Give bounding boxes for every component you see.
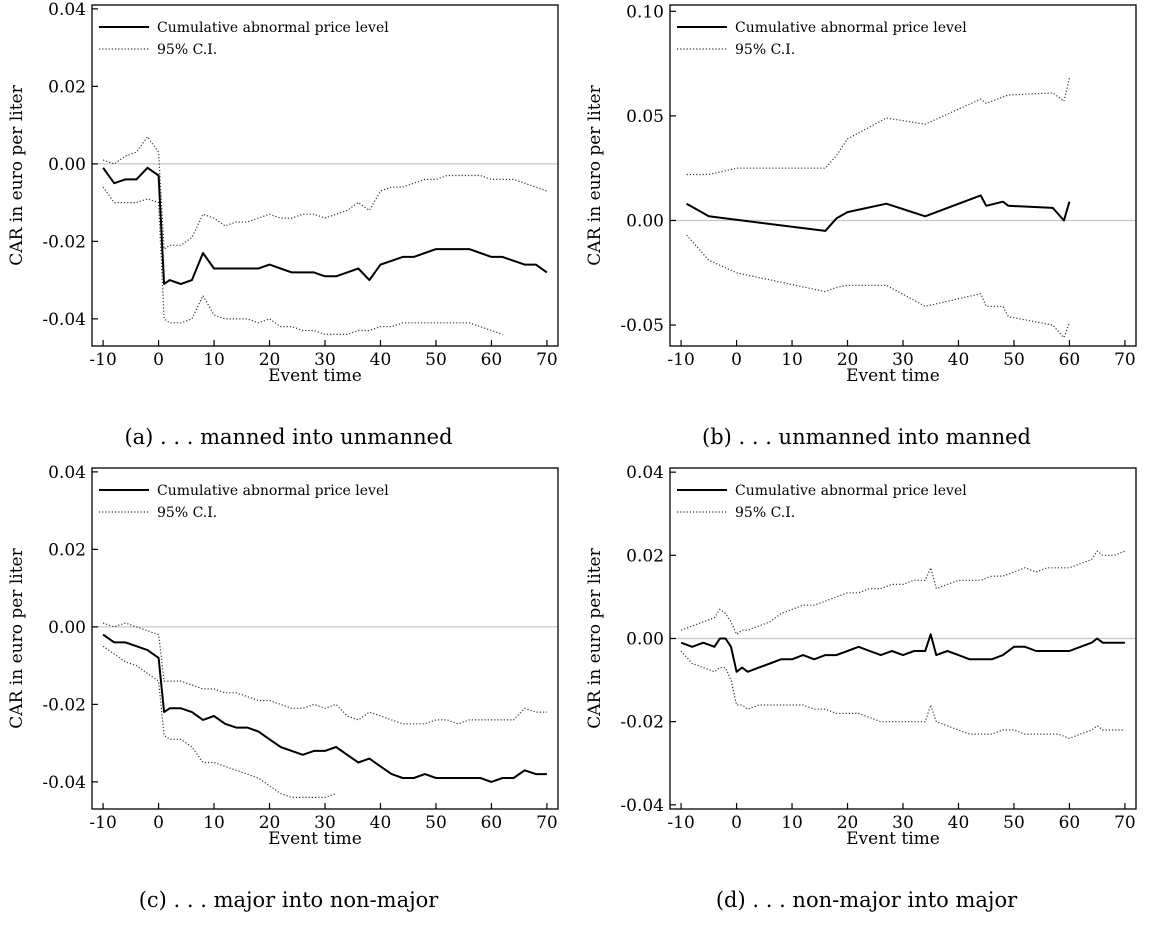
x-tick-label-d-3: 20 [837,813,859,833]
y-tick-label-a-3: 0.02 [48,77,86,97]
chart-caption-a: (a) . . . manned into unmanned [124,425,453,449]
y-tick-label-b-3: 0.10 [626,2,664,22]
y-tick-label-c-3: 0.02 [48,540,86,560]
x-tick-label-b-7: 60 [1059,350,1081,370]
ci-line-d-2 [680,650,1125,739]
ci-line-d-1 [680,550,1126,636]
chart-panel-b: -0.05 0.00 0.05 0.10 -10 0 10 20 30 40 50 60 70 Event… [578,0,1155,463]
chart-caption-b: (b) . . . unmanned into manned [702,425,1031,449]
ci-line-b-2 [686,234,1070,339]
car-line-c [102,633,547,783]
car-line-d [680,633,1125,673]
x-tick-label-b-8: 70 [1114,350,1136,370]
x-axis-label-c: Event time [268,829,362,849]
y-tick-label-a-0: -0.04 [42,310,86,330]
y-tick-label-d-3: 0.02 [626,546,664,566]
x-tick-label-d-1: 0 [731,813,742,833]
x-tick-label-d-7: 60 [1059,813,1081,833]
legend-label-ci-c: 95% C.I. [157,505,217,521]
x-tick-label-c-8: 70 [536,813,558,833]
y-tick-label-c-1: -0.02 [42,695,86,715]
legend-label-car-c: Cumulative abnormal price level [157,483,389,499]
x-tick-label-b-3: 20 [837,350,859,370]
chart-b-svg: -0.05 0.00 0.05 0.10 -10 0 10 20 30 40 50 60 70 Event… [585,2,1137,386]
x-tick-label-c-3: 20 [259,813,281,833]
car-line-b [686,194,1071,232]
chart-panel-c: -0.04 -0.02 0.00 0.02 0.04 -10 0 10 20 30 40 50 60 70… [0,463,577,926]
x-tick-label-c-2: 10 [203,813,225,833]
x-tick-label-c-4: 30 [314,813,336,833]
x-tick-label-d-5: 40 [948,813,970,833]
car-line-a [102,166,548,285]
x-tick-label-c-5: 40 [370,813,392,833]
legend-label-ci-d: 95% C.I. [735,505,795,521]
y-tick-label-d-0: -0.04 [620,796,664,816]
x-axis-label-d: Event time [846,829,940,849]
y-tick-label-c-0: -0.04 [42,773,86,793]
y-tick-label-b-0: -0.05 [620,316,664,336]
ci-line-c-2 [102,645,337,798]
x-tick-label-c-1: 0 [153,813,164,833]
legend-label-car-a: Cumulative abnormal price level [157,20,389,36]
x-axis-label-b: Event time [846,366,940,386]
x-tick-label-a-2: 10 [203,350,225,370]
x-tick-label-c-0: -10 [89,813,116,833]
x-tick-label-b-5: 40 [948,350,970,370]
ci-line-a-2 [102,186,503,335]
x-tick-label-a-3: 20 [259,350,281,370]
chart-panel-d: -0.04 -0.02 0.00 0.02 0.04 -10 0 10 20 30 40 50 60 70… [578,463,1155,926]
x-tick-label-a-5: 40 [370,350,392,370]
y-tick-label-d-2: 0.00 [626,630,664,650]
x-axis-label-a: Event time [268,366,362,386]
y-tick-label-a-4: 0.04 [48,0,86,20]
x-tick-label-a-7: 60 [481,350,503,370]
x-tick-label-b-2: 10 [781,350,803,370]
x-tick-label-c-7: 60 [481,813,503,833]
x-tick-label-c-6: 50 [425,813,447,833]
x-tick-label-d-4: 30 [892,813,914,833]
y-tick-label-c-4: 0.04 [48,463,86,483]
x-tick-label-b-0: -10 [667,350,694,370]
x-tick-label-b-6: 50 [1003,350,1025,370]
chart-a-svg: -0.04 -0.02 0.00 0.02 0.04 -10 0 10 20 30 40 50 60 70… [7,0,559,386]
legend-label-car-d: Cumulative abnormal price level [735,483,967,499]
y-tick-label-a-1: -0.02 [42,232,86,252]
y-axis-label-d: CAR in euro per liter [585,547,605,728]
y-tick-label-b-2: 0.05 [626,107,664,127]
x-tick-label-d-2: 10 [781,813,803,833]
x-tick-label-b-4: 30 [892,350,914,370]
x-tick-label-a-6: 50 [425,350,447,370]
x-tick-label-b-1: 0 [731,350,742,370]
ci-line-b-1 [686,78,1070,176]
legend-label-car-b: Cumulative abnormal price level [735,20,967,36]
y-tick-label-d-4: 0.04 [626,463,664,483]
y-axis-label-b: CAR in euro per liter [585,84,605,265]
chart-c-svg: -0.04 -0.02 0.00 0.02 0.04 -10 0 10 20 30 40 50 60 70… [7,463,559,849]
x-tick-label-a-1: 0 [153,350,164,370]
x-tick-label-d-0: -10 [667,813,694,833]
legend-label-ci-a: 95% C.I. [157,42,217,58]
x-tick-label-d-6: 50 [1003,813,1025,833]
y-axis-label-a: CAR in euro per liter [7,84,27,265]
chart-caption-c: (c) . . . major into non-major [138,888,439,912]
y-tick-label-c-2: 0.00 [48,618,86,638]
legend-label-ci-b: 95% C.I. [735,42,795,58]
x-tick-label-a-4: 30 [314,350,336,370]
chart-d-svg: -0.04 -0.02 0.00 0.02 0.04 -10 0 10 20 30 40 50 60 70… [585,463,1137,849]
y-tick-label-b-1: 0.00 [626,211,664,231]
chart-panel-a: -0.04 -0.02 0.00 0.02 0.04 -10 0 10 20 30 40 50 60 70… [0,0,577,463]
chart-caption-d: (d) . . . non-major into major [715,888,1018,912]
y-tick-label-a-2: 0.00 [48,155,86,175]
y-axis-label-c: CAR in euro per liter [7,547,27,728]
ci-line-c-1 [102,622,547,725]
y-tick-label-d-1: -0.02 [620,713,664,733]
x-tick-label-d-8: 70 [1114,813,1136,833]
x-tick-label-a-8: 70 [536,350,558,370]
ci-line-a-1 [102,135,548,251]
x-tick-label-a-0: -10 [89,350,116,370]
